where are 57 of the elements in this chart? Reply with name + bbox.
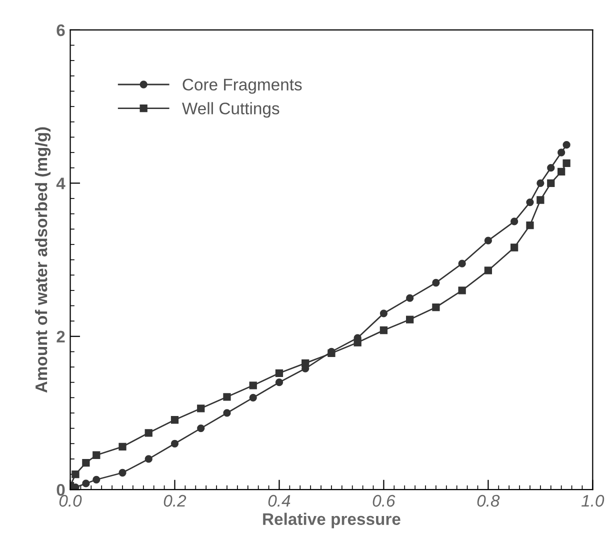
point bbox=[432, 303, 440, 312]
x-tick-label: 1.0 bbox=[582, 494, 604, 507]
point bbox=[484, 266, 492, 274]
y-axis-title: Amount of water adsorbed (mg/g) bbox=[34, 127, 51, 393]
point bbox=[223, 393, 231, 401]
x-tick-label: 0.8 bbox=[477, 494, 500, 507]
point bbox=[197, 424, 205, 432]
y-tick-label: 2 bbox=[56, 330, 65, 342]
point bbox=[92, 451, 100, 459]
point bbox=[197, 404, 205, 412]
point bbox=[118, 442, 126, 451]
point bbox=[302, 359, 310, 368]
legend-label: Core Fragments bbox=[182, 78, 302, 94]
y-tick-label: 0 bbox=[56, 484, 65, 496]
point bbox=[406, 316, 414, 324]
point bbox=[526, 221, 534, 230]
point bbox=[558, 168, 566, 176]
point bbox=[458, 260, 466, 268]
point bbox=[72, 470, 80, 478]
point bbox=[249, 382, 257, 390]
point bbox=[510, 244, 518, 252]
point bbox=[380, 310, 388, 318]
point bbox=[406, 294, 414, 302]
x-tick-label: 0.6 bbox=[372, 494, 396, 507]
point bbox=[354, 338, 362, 346]
point bbox=[432, 278, 440, 287]
point bbox=[144, 455, 152, 463]
x-axis-title: Relative pressure bbox=[263, 512, 400, 528]
point bbox=[562, 141, 570, 149]
y-tick-label: 4 bbox=[56, 178, 66, 190]
point bbox=[249, 394, 257, 402]
y-tick-label: 6 bbox=[56, 24, 65, 36]
point bbox=[170, 440, 179, 448]
point bbox=[144, 429, 152, 437]
point bbox=[82, 480, 90, 488]
point bbox=[82, 458, 90, 467]
point bbox=[526, 198, 534, 206]
point bbox=[118, 468, 126, 477]
point bbox=[380, 326, 388, 334]
point bbox=[536, 179, 544, 187]
point bbox=[92, 476, 100, 484]
point bbox=[223, 409, 231, 417]
x-tick-label: 0.4 bbox=[268, 494, 290, 507]
point bbox=[562, 159, 570, 168]
point bbox=[484, 236, 492, 244]
legend-label: Well Cuttings bbox=[182, 102, 280, 118]
x-tick-label: 0.0 bbox=[59, 494, 82, 507]
x-tick-label: 0.2 bbox=[164, 494, 186, 507]
point bbox=[170, 416, 179, 424]
point bbox=[275, 369, 284, 377]
point bbox=[458, 286, 466, 294]
point bbox=[275, 378, 284, 386]
point bbox=[547, 179, 555, 187]
point bbox=[547, 164, 555, 172]
point bbox=[510, 218, 518, 226]
point bbox=[558, 148, 566, 156]
point bbox=[536, 196, 544, 204]
